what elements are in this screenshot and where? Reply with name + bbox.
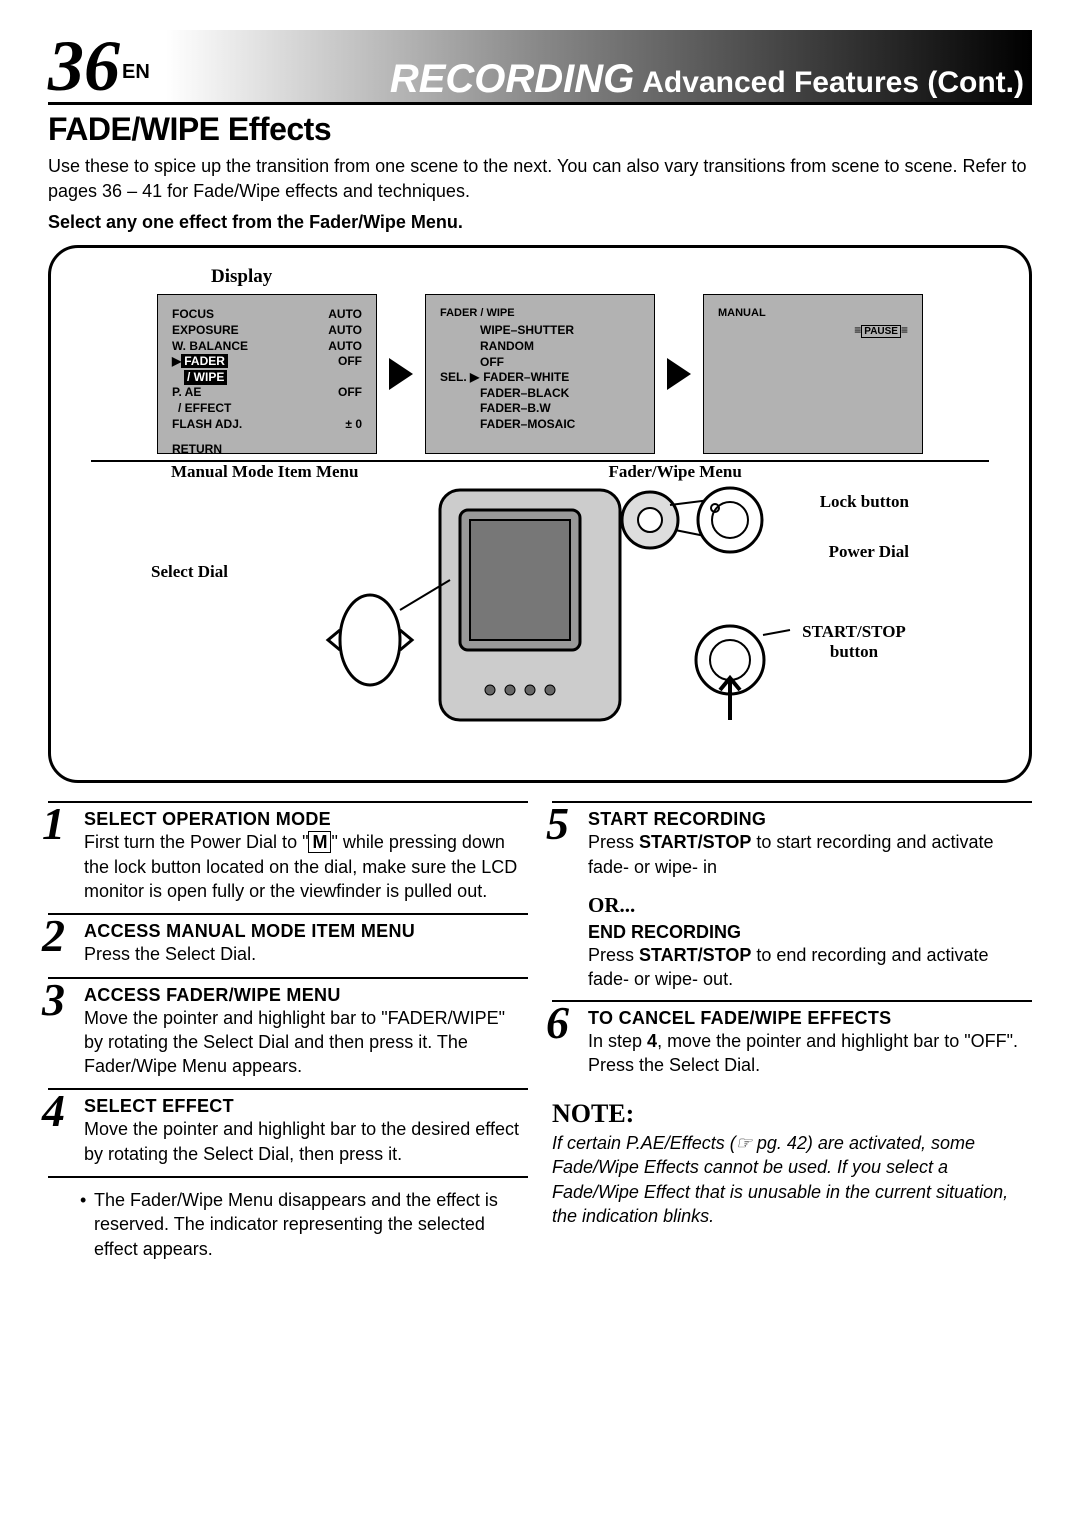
step-6-body: In step 4, move the pointer and highligh… (588, 1029, 1032, 1078)
step-4-title: SELECT EFFECT (84, 1096, 528, 1117)
display-label: Display (211, 266, 989, 288)
mm-focus-v: AUTO (328, 307, 362, 323)
mm-pae-v: OFF (338, 385, 362, 401)
step-5-title: START RECORDING (588, 809, 1032, 830)
menus-row: FOCUSAUTO EXPOSUREAUTO W. BALANCEAUTO ▶F… (91, 294, 989, 454)
header-title: RECORDING Advanced Features (Cont.) (390, 57, 1024, 102)
step-2-title: ACCESS MANUAL MODE ITEM MENU (84, 921, 528, 942)
step-1: SELECT OPERATION MODE First turn the Pow… (48, 801, 528, 913)
right-column: START RECORDING Press START/STOP to star… (552, 801, 1032, 1261)
mm-flash: FLASH ADJ. (172, 417, 242, 433)
or-label: OR... (588, 893, 1032, 918)
left-column: SELECT OPERATION MODE First turn the Pow… (48, 801, 528, 1261)
fw-item-6: FADER–MOSAIC (480, 417, 640, 433)
mm-fader: FADER (181, 354, 228, 368)
step-2: ACCESS MANUAL MODE ITEM MENU Press the S… (48, 913, 528, 976)
camcorder-icon (190, 460, 890, 750)
recording-label: RECORDING (390, 57, 634, 102)
mm-wipe: / WIPE (184, 370, 227, 386)
step-4-body: Move the pointer and highlight bar to th… (84, 1117, 528, 1166)
mm-flash-v: ± 0 (345, 417, 362, 433)
fw-item-5: FADER–B.W (480, 401, 640, 417)
fw-sel: SEL. ▶ (440, 370, 479, 386)
subtitle: Advanced Features (Cont.) (642, 66, 1024, 100)
device-illustration: Select Dial Lock button Power Dial START… (91, 460, 989, 760)
intro-text: Use these to spice up the transition fro… (48, 154, 1032, 204)
step-5-body: Press START/STOP to start recording and … (588, 830, 1032, 879)
label-lock: Lock button (820, 492, 909, 512)
status-pause: PAUSE (861, 325, 901, 338)
mm-effect: / EFFECT (178, 401, 231, 417)
status-manual: MANUAL (718, 307, 908, 319)
fw-item-0: WIPE–SHUTTER (480, 323, 640, 339)
mm-exposure-v: AUTO (328, 323, 362, 339)
step-6: TO CANCEL FADE/WIPE EFFECTS In step 4, m… (552, 1000, 1032, 1088)
note-body: If certain P.AE/Effects (☞ pg. 42) are a… (552, 1131, 1032, 1228)
arrow-icon (389, 358, 413, 390)
note-title: NOTE: (552, 1099, 1032, 1129)
step-1-body: First turn the Power Dial to "M" while p… (84, 830, 528, 903)
fw-item-4: FADER–BLACK (480, 386, 640, 402)
mm-fader-v: OFF (338, 354, 362, 370)
s1-pre: First turn the Power Dial to " (84, 832, 308, 852)
label-select-dial: Select Dial (151, 562, 228, 582)
status-screen: MANUAL ≡PAUSE≡ (703, 294, 923, 454)
end-bold: START/STOP (639, 945, 751, 965)
mm-wbalance: W. BALANCE (172, 339, 248, 355)
step-1-title: SELECT OPERATION MODE (84, 809, 528, 830)
display-box: Display FOCUS AUTO EXPOSURE AUTO W. BALANC… (48, 245, 1032, 783)
lang-code: EN (122, 61, 150, 83)
page-header: 36EN RECORDING Advanced Features (Cont.) (48, 30, 1032, 105)
mm-focus: FOCUS (172, 307, 214, 323)
step-3: ACCESS FADER/WIPE MENU Move the pointer … (48, 977, 528, 1089)
end-body: Press START/STOP to end recording and ac… (588, 943, 1032, 992)
end-title: END RECORDING (588, 922, 1032, 943)
m-icon: M (308, 831, 331, 853)
pause-icon-2: ≡ (901, 323, 908, 337)
step-3-title: ACCESS FADER/WIPE MENU (84, 985, 528, 1006)
fader-menu-screen: FADER / WIPE WIPE–SHUTTER RANDOM OFF SEL… (425, 294, 655, 454)
step-5: START RECORDING Press START/STOP to star… (552, 801, 1032, 889)
mm-return: RETURN (172, 442, 222, 458)
mm-exposure: EXPOSURE (172, 323, 239, 339)
step-2-body: Press the Select Dial. (84, 942, 528, 966)
fw-item-2: OFF (480, 355, 640, 371)
pause-icon: ≡ (854, 323, 861, 337)
mm-pae: P. AE (172, 385, 201, 401)
arrow-icon-2 (667, 358, 691, 390)
page-number-block: 36EN (48, 30, 150, 102)
bullet-text: The Fader/Wipe Menu disappears and the e… (94, 1188, 528, 1261)
fw-title: FADER / WIPE (440, 307, 640, 319)
select-line: Select any one effect from the Fader/Wip… (48, 212, 1032, 233)
fw-item-1: RANDOM (480, 339, 640, 355)
s5-pre: Press (588, 832, 639, 852)
page-number: 36 (48, 26, 120, 106)
steps-container: SELECT OPERATION MODE First turn the Pow… (48, 801, 1032, 1261)
step-4: SELECT EFFECT Move the pointer and highl… (48, 1088, 528, 1176)
section-title: FADE/WIPE Effects (48, 111, 1032, 148)
label-start-stop: START/STOP button (799, 622, 909, 662)
manual-menu-screen: FOCUSAUTO EXPOSUREAUTO W. BALANCEAUTO ▶F… (157, 294, 377, 454)
step-6-title: TO CANCEL FADE/WIPE EFFECTS (588, 1008, 1032, 1029)
label-power: Power Dial (829, 542, 909, 562)
fw-item-3: FADER–WHITE (483, 370, 569, 386)
step-3-body: Move the pointer and highlight bar to "F… (84, 1006, 528, 1079)
s5-bold: START/STOP (639, 832, 751, 852)
mm-wbalance-v: AUTO (328, 339, 362, 355)
end-pre: Press (588, 945, 639, 965)
